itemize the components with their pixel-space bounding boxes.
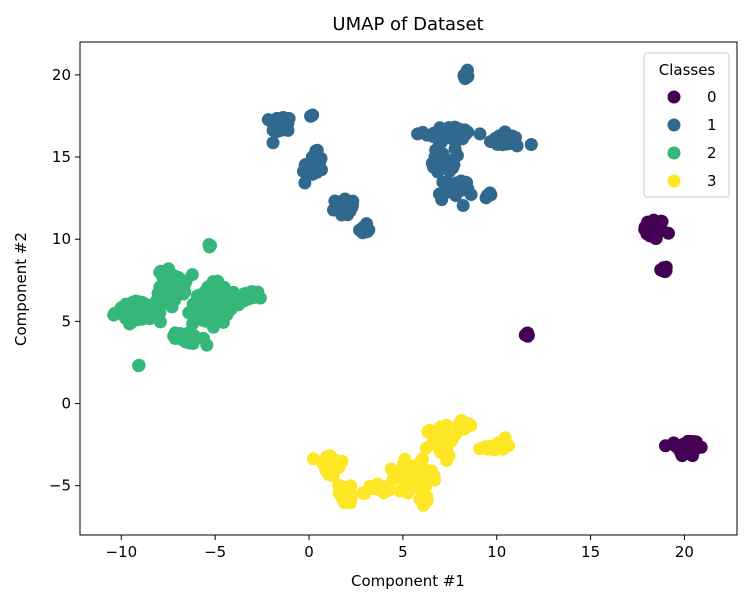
scatter-point-class-2 [168, 293, 182, 307]
scatter-point-class-2 [226, 295, 240, 309]
scatter-point-class-0 [649, 215, 663, 229]
y-tick-label: 20 [52, 66, 71, 84]
scatter-point-class-1 [455, 182, 469, 196]
scatter-point-class-2 [134, 306, 148, 320]
scatter-point-class-3 [373, 481, 387, 495]
scatter-point-class-2 [160, 275, 174, 289]
scatter-point-class-1 [298, 176, 312, 190]
scatter-point-class-1 [473, 127, 487, 141]
scatter-point-class-2 [179, 274, 193, 288]
x-tick-label: −5 [204, 543, 226, 561]
scatter-point-class-3 [423, 426, 437, 440]
scatter-point-class-1 [434, 130, 448, 144]
scatter-point-class-1 [484, 188, 498, 202]
x-tick-label: 0 [304, 543, 314, 561]
scatter-point-class-2 [190, 289, 204, 303]
y-axis: −5 0 5 10 15 20 [49, 66, 80, 495]
scatter-point-class-1 [441, 185, 455, 199]
scatter-point-class-1 [282, 112, 296, 126]
scatter-point-class-1 [333, 195, 347, 209]
scatter-point-class-2 [201, 280, 215, 294]
scatter-point-class-3 [442, 449, 456, 463]
plot-area [107, 63, 708, 512]
scatter-point-class-3 [393, 484, 407, 498]
y-tick-label: 10 [52, 230, 71, 248]
scatter-point-class-1 [302, 163, 316, 177]
scatter-point-class-3 [461, 417, 475, 431]
scatter-point-class-1 [309, 144, 323, 158]
scatter-point-class-1 [495, 138, 509, 152]
scatter-point-class-1 [345, 198, 359, 212]
scatter-point-class-1 [445, 126, 459, 140]
scatter-point-class-2 [161, 262, 175, 276]
x-tick-label: 10 [487, 543, 506, 561]
scatter-point-class-3 [355, 486, 369, 500]
scatter-point-class-1 [439, 156, 453, 170]
scatter-point-class-3 [412, 473, 426, 487]
x-axis: −10 −5 0 5 10 15 20 [105, 535, 694, 561]
scatter-point-class-1 [457, 70, 471, 84]
scatter-point-class-2 [132, 358, 146, 372]
scatter-point-class-2 [202, 294, 216, 308]
x-tick-label: 5 [398, 543, 408, 561]
legend-marker-class-3 [667, 174, 681, 188]
legend-box [643, 52, 730, 198]
scatter-point-class-1 [270, 123, 284, 137]
legend-marker-class-0 [667, 90, 681, 104]
legend-label-class-2: 2 [707, 144, 717, 162]
scatter-point-class-0 [658, 439, 672, 453]
scatter-point-class-0 [657, 261, 671, 275]
scatter-point-class-2 [153, 315, 167, 329]
y-tick-label: 15 [52, 148, 71, 166]
x-tick-label: 20 [675, 543, 694, 561]
x-tick-label: 15 [581, 543, 600, 561]
points-layer [107, 63, 708, 512]
legend-marker-class-2 [667, 146, 681, 160]
scatter-point-class-3 [388, 472, 402, 486]
scatter-point-class-2 [117, 308, 131, 322]
plot-frame [79, 41, 738, 536]
scatter-point-class-3 [418, 489, 432, 503]
scatter-point-class-3 [327, 453, 341, 467]
legend-items: 0 1 2 3 [667, 88, 717, 190]
legend-marker-class-1 [667, 118, 681, 132]
x-axis-title: Component #1 [351, 572, 465, 590]
scatter-point-class-1 [306, 108, 320, 122]
scatter-point-class-2 [182, 336, 196, 350]
scatter-point-class-1 [524, 138, 538, 152]
y-tick-label: 5 [61, 312, 71, 330]
scatter-point-class-3 [397, 457, 411, 471]
legend: Classes 0 1 2 3 [643, 52, 730, 198]
scatter-point-class-2 [247, 290, 261, 304]
legend-label-class-1: 1 [707, 116, 717, 134]
scatter-point-class-3 [342, 489, 356, 503]
legend-title: Classes [659, 61, 716, 79]
y-axis-title: Component #2 [12, 232, 30, 346]
x-tick-label: −10 [105, 543, 137, 561]
scatter-point-class-0 [520, 328, 534, 342]
scatter-point-class-1 [456, 198, 470, 212]
legend-label-class-0: 0 [707, 88, 717, 106]
scatter-point-class-0 [687, 435, 701, 449]
scatter-point-class-3 [487, 441, 501, 455]
scatter-point-class-2 [178, 285, 192, 299]
scatter-point-class-2 [203, 240, 217, 254]
scatter-point-class-2 [203, 313, 217, 327]
chart-title: UMAP of Dataset [332, 14, 483, 35]
scatter-point-class-2 [168, 332, 182, 346]
y-tick-label: −5 [49, 477, 71, 495]
scatter-point-class-3 [384, 462, 398, 476]
y-tick-label: 0 [61, 395, 71, 413]
legend-label-class-3: 3 [707, 172, 717, 190]
scatter-point-class-1 [356, 222, 370, 236]
scatter-point-class-1 [266, 136, 280, 150]
scatter-point-class-2 [182, 306, 196, 320]
scatter-point-class-1 [411, 127, 425, 141]
